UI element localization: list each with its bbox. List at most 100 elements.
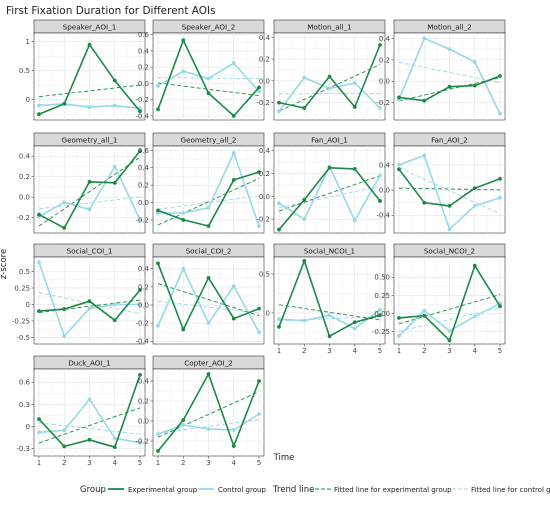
data-point-experimental xyxy=(422,98,427,103)
trend-line-experimental xyxy=(38,407,141,444)
panel-title: Social_NCOI_1 xyxy=(304,247,355,256)
data-point-control xyxy=(206,205,211,210)
panel-Social_COI_1: Social_COI_1 -0.5 -0.25 0 0.25 0.5 xyxy=(12,243,146,345)
y-tick-label: 0.0 xyxy=(138,301,149,309)
data-point-control xyxy=(231,61,236,65)
data-point-control xyxy=(352,218,357,223)
data-point-control xyxy=(257,330,261,335)
x-axis-label: Time xyxy=(273,453,295,463)
panel-title: Speaker_AOI_2 xyxy=(182,23,236,32)
data-point-control xyxy=(472,203,477,208)
data-point-experimental xyxy=(447,84,452,89)
legend-group-title: Group xyxy=(80,485,106,495)
y-tick-label: -0.25 xyxy=(372,328,390,336)
panel-title: Motion_all_2 xyxy=(427,23,472,32)
panel-Fan_AOI_2: Fan_AOI_2 -0.4 0.0 0.4 xyxy=(376,132,506,234)
data-point-experimental xyxy=(87,42,92,47)
data-point-experimental xyxy=(156,208,160,213)
trend-line-control xyxy=(157,76,260,80)
y-tick-label: 0.0 xyxy=(19,194,30,202)
data-point-control xyxy=(257,224,261,228)
data-point-control xyxy=(302,318,307,323)
data-point-control xyxy=(498,195,502,200)
panel-title: Social_NCOI_2 xyxy=(424,247,475,256)
y-tick-label: -0.4 xyxy=(135,338,149,346)
x-tick-label: 5 xyxy=(257,459,261,467)
y-tick-label: 0.4 xyxy=(19,153,31,161)
x-tick-label: 3 xyxy=(447,347,451,355)
y-tick-label: 0.25 xyxy=(14,284,30,292)
data-point-experimental xyxy=(231,444,236,448)
data-point-control xyxy=(156,432,160,436)
data-point-control xyxy=(112,436,117,441)
panel-Social_NCOI_1: Social_NCOI_1 0 0.5 1 2 3 4 5 xyxy=(259,243,386,355)
x-tick-label: 4 xyxy=(232,459,237,467)
data-point-control xyxy=(472,314,477,319)
data-point-control xyxy=(231,284,236,288)
data-point-experimental xyxy=(231,114,236,118)
data-point-experimental xyxy=(231,316,236,321)
data-point-experimental xyxy=(138,288,142,292)
panel-Social_COI_2: Social_COI_2 -0.4 -0.2 0.0 0.2 0.4 xyxy=(135,243,265,346)
legend-trend-title: Trend line xyxy=(272,485,314,495)
data-point-experimental xyxy=(138,109,142,114)
data-point-experimental xyxy=(257,379,261,383)
data-point-control xyxy=(87,105,92,110)
data-point-control xyxy=(62,428,67,433)
trend-line-control xyxy=(398,167,501,215)
data-point-control xyxy=(181,266,186,271)
x-tick-label: 3 xyxy=(206,459,210,467)
data-point-control xyxy=(37,260,41,265)
data-point-control xyxy=(138,302,142,307)
data-point-control xyxy=(156,323,160,328)
data-point-control xyxy=(302,75,307,80)
data-point-experimental xyxy=(37,112,41,117)
y-tick-label: -0.2 xyxy=(135,320,149,328)
x-tick-label: 4 xyxy=(473,347,478,355)
data-point-experimental xyxy=(498,304,502,309)
data-point-experimental xyxy=(447,203,452,208)
data-point-control xyxy=(181,211,186,215)
y-tick-label: 0.4 xyxy=(379,161,391,169)
trend-line-experimental xyxy=(157,283,260,316)
data-point-experimental xyxy=(352,105,357,109)
x-tick-label: 1 xyxy=(37,459,41,467)
chart-title: First Fixation Duration for Different AO… xyxy=(6,5,216,17)
data-point-experimental xyxy=(397,167,401,172)
data-point-experimental xyxy=(498,176,502,181)
y-tick-label: 0.2 xyxy=(138,283,149,291)
y-tick-label: -0.4 xyxy=(135,112,149,120)
y-tick-label: 0.0 xyxy=(138,199,149,207)
y-tick-label: 0.3 xyxy=(19,401,30,409)
y-tick-label: -0.2 xyxy=(256,216,270,224)
y-tick-label: -0.5 xyxy=(16,334,30,342)
data-point-experimental xyxy=(37,309,41,313)
legend-fit-control-label: Fitted line for control group xyxy=(471,486,550,494)
data-point-experimental xyxy=(277,227,281,232)
data-point-control xyxy=(277,317,281,322)
data-point-experimental xyxy=(206,372,211,376)
data-point-control xyxy=(206,321,211,326)
trend-line-control xyxy=(157,300,260,314)
panel-title: Duck_AOI_1 xyxy=(68,359,111,368)
y-tick-label: 0.6 xyxy=(19,379,31,387)
data-point-control xyxy=(397,163,401,167)
data-point-experimental xyxy=(352,166,357,171)
data-point-control xyxy=(87,397,92,402)
data-point-control xyxy=(231,428,236,432)
x-tick-label: 5 xyxy=(138,459,142,467)
panel-Geometry_all_1: Geometry_all_1 -0.2 0.0 0.2 0.4 xyxy=(16,132,146,234)
data-point-experimental xyxy=(138,149,142,154)
y-tick-label: 0 xyxy=(266,309,270,317)
y-tick-label: -0.25 xyxy=(12,317,30,325)
data-point-control xyxy=(327,313,332,318)
data-point-experimental xyxy=(181,218,186,222)
panel-Duck_AOI_1: Duck_AOI_1 -0.3 0 0.3 0.6 1 2 3 4 5 xyxy=(16,355,146,467)
trend-line-experimental xyxy=(398,77,501,102)
data-point-experimental xyxy=(156,261,160,266)
y-tick-label: 0.25 xyxy=(374,292,390,300)
data-point-experimental xyxy=(397,95,401,100)
x-tick-label: 5 xyxy=(498,347,502,355)
y-tick-label: -0.2 xyxy=(135,216,149,224)
data-point-control xyxy=(231,151,236,155)
